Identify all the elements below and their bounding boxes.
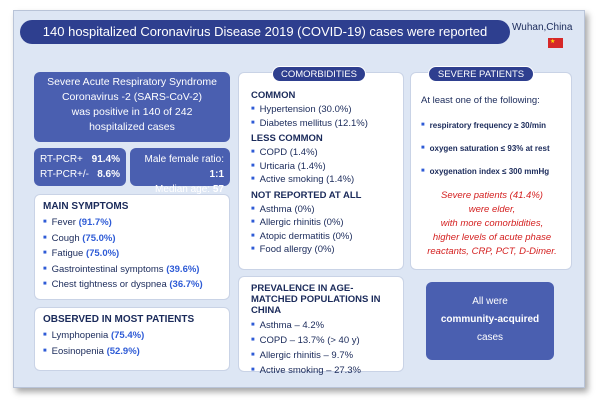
symptoms-heading: MAIN SYMPTOMS <box>43 201 129 212</box>
list-item: oxygenation index ≤ 300 mmHg <box>421 160 563 183</box>
list-item: Diabetes mellitus (12.1%) <box>251 117 393 131</box>
severe-lead: At least one of the following: <box>421 95 540 106</box>
age-label: Median age: <box>155 184 211 195</box>
severe-note: Severe patients (41.4%) were elder, with… <box>427 190 557 257</box>
observed-heading: OBSERVED IN MOST PATIENTS <box>43 314 195 325</box>
list-item: Allergic rhinitis – 9.7% <box>251 348 393 363</box>
list-item: Gastrointestinal symptoms (39.6%) <box>43 262 221 278</box>
ratio-label: Male female ratio: <box>144 154 224 165</box>
prevalence-box: PREVALENCE IN AGE-MATCHED POPULATIONS IN… <box>238 276 404 376</box>
list-item: Allergic rhinitis (0%) <box>251 216 393 230</box>
severe-patients-box: At least one of the following: respirato… <box>410 72 572 270</box>
observed-box: OBSERVED IN MOST PATIENTS Lymphopenia (7… <box>34 307 230 371</box>
list-item: Asthma – 4.2% <box>251 318 393 333</box>
intro-box: Severe Acute Respiratory Syndrome Corona… <box>34 72 230 142</box>
page-title: 140 hospitalized Coronavirus Disease 201… <box>20 20 510 44</box>
pcr-positive-value: 91.4% <box>91 154 120 165</box>
list-item: Fatigue (75.0%) <box>43 246 221 262</box>
less-common-heading: LESS COMMON <box>251 133 323 144</box>
intro-line: hospitalized cases <box>89 121 175 133</box>
list-item: Food allergy (0%) <box>251 243 393 257</box>
intro-line: Severe Acute Respiratory Syndrome <box>47 76 217 88</box>
intro-line: Coronavirus -2 (SARS-CoV-2) <box>61 91 203 103</box>
community-box: All were community-acquired cases <box>426 282 554 360</box>
intro-line: was positive in 140 of 242 <box>71 106 193 118</box>
demographics-box: Male female ratio: 1:1 Median age: 57 <box>130 148 230 195</box>
comorbidities-tag: COMORBIDITIES <box>272 66 366 82</box>
location-label: Wuhan,China <box>512 22 573 33</box>
list-item: Hypertension (30.0%) <box>251 103 393 117</box>
china-flag-icon: ★ <box>548 38 563 48</box>
pcr-box: RT-PCR+ 91.4% RT-PCR+/- 8.6% <box>34 148 126 186</box>
severe-patients-tag: SEVERE PATIENTS <box>428 66 534 82</box>
pcr-positive-label: RT-PCR+ <box>40 154 83 165</box>
list-item: COPD (1.4%) <box>251 146 393 160</box>
list-item: Cough (75.0%) <box>43 231 221 247</box>
list-item: Active smoking – 27.3% <box>251 363 393 378</box>
common-heading: COMMON <box>251 90 296 101</box>
list-item: Fever (91.7%) <box>43 215 221 231</box>
not-reported-heading: NOT REPORTED AT ALL <box>251 189 362 201</box>
list-item: Chest tightness or dyspnea (36.7%) <box>43 277 221 293</box>
main-symptoms-box: MAIN SYMPTOMS Fever (91.7%) Cough (75.0%… <box>34 194 230 300</box>
list-item: Eosinopenia (52.9%) <box>43 344 221 360</box>
list-item: COPD – 13.7% (> 40 y) <box>251 333 393 348</box>
pcr-mixed-value: 8.6% <box>97 169 120 180</box>
list-item: Lymphopenia (75.4%) <box>43 328 221 344</box>
list-item: Asthma (0%) <box>251 203 393 217</box>
pcr-mixed-label: RT-PCR+/- <box>40 169 89 180</box>
list-item: Active smoking (1.4%) <box>251 173 393 187</box>
list-item: respiratory frequency ≥ 30/min <box>421 114 563 137</box>
list-item: Urticaria (1.4%) <box>251 160 393 174</box>
list-item: oxygen saturation ≤ 93% at rest <box>421 137 563 160</box>
prevalence-heading: PREVALENCE IN AGE-MATCHED POPULATIONS IN… <box>251 283 381 316</box>
ratio-value: 1:1 <box>209 169 224 180</box>
age-value: 57 <box>212 184 224 195</box>
list-item: Atopic dermatitis (0%) <box>251 230 393 244</box>
comorbidities-box: COMMON Hypertension (30.0%) Diabetes mel… <box>238 72 404 270</box>
